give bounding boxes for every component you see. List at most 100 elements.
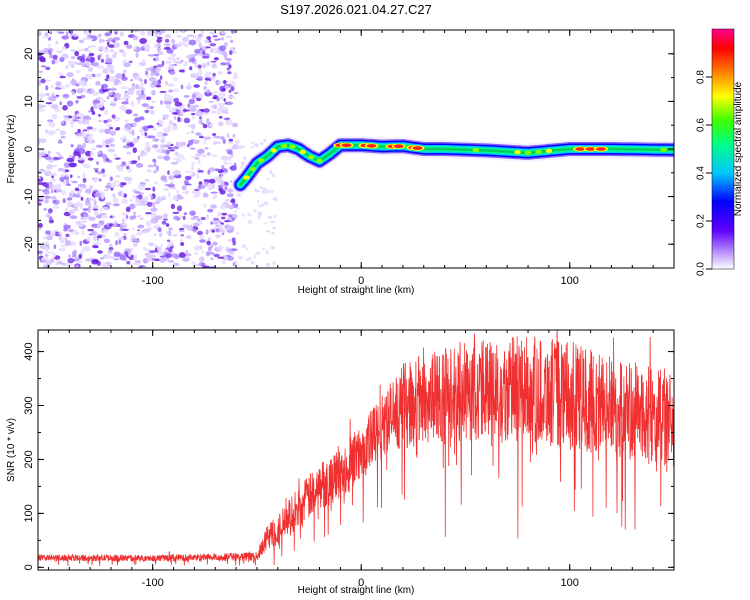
noise-speck xyxy=(139,116,145,121)
noise-speck xyxy=(189,147,196,150)
noise-speck xyxy=(85,189,89,193)
noise-speck xyxy=(107,91,114,96)
ridge-peak xyxy=(545,148,553,154)
noise-speck xyxy=(183,62,188,67)
noise-speck xyxy=(47,129,56,136)
noise-speck xyxy=(124,90,128,94)
noise-speck xyxy=(132,123,138,127)
noise-speck xyxy=(197,159,201,164)
noise-speck xyxy=(144,187,152,191)
noise-speck xyxy=(194,48,201,54)
snr-y-label: SNR (10 * v/v) xyxy=(6,418,17,482)
noise-speck xyxy=(51,59,56,65)
noise-speck xyxy=(125,214,129,219)
noise-speck xyxy=(169,64,176,68)
noise-speck xyxy=(207,169,211,175)
noise-speck xyxy=(65,83,71,88)
noise-speck xyxy=(268,293,271,297)
noise-speck xyxy=(145,96,152,101)
noise-speck xyxy=(96,103,104,109)
noise-speck xyxy=(245,277,250,281)
noise-speck xyxy=(72,230,79,235)
noise-speck xyxy=(72,155,76,159)
noise-speck xyxy=(255,252,261,255)
noise-speck xyxy=(121,101,129,105)
noise-speck xyxy=(171,112,178,115)
noise-speck xyxy=(39,244,47,250)
noise-speck xyxy=(265,230,270,233)
ridge-peak xyxy=(585,147,596,151)
spectrogram-y-label: Frequency (Hz) xyxy=(6,115,17,184)
noise-speck xyxy=(168,260,175,263)
noise-speck xyxy=(88,117,92,120)
noise-speck xyxy=(234,210,238,213)
noise-speck xyxy=(152,138,160,142)
noise-speck xyxy=(148,77,157,82)
noise-speck xyxy=(115,240,118,246)
noise-speck xyxy=(86,134,90,137)
y-tick-label: 400 xyxy=(23,342,35,360)
noise-speck xyxy=(82,216,88,220)
noise-speck xyxy=(74,50,80,57)
noise-speck xyxy=(182,215,186,221)
noise-speck xyxy=(185,85,192,90)
noise-speck xyxy=(103,189,110,192)
noise-speck xyxy=(173,58,177,64)
noise-speck xyxy=(137,194,143,200)
x-tick-label: 0 xyxy=(358,275,364,287)
noise-speck xyxy=(70,174,73,178)
noise-speck xyxy=(38,104,43,109)
noise-speck xyxy=(171,38,176,44)
noise-speck xyxy=(137,135,140,140)
noise-speck xyxy=(154,66,161,72)
noise-speck xyxy=(169,149,175,152)
ridge-peak xyxy=(341,143,352,147)
colorbar-tick-label: 0.2 xyxy=(696,214,707,228)
noise-speck xyxy=(75,100,79,104)
noise-speck xyxy=(142,43,150,48)
noise-speck xyxy=(250,146,254,149)
noise-speck xyxy=(123,69,127,75)
ridge-peak xyxy=(535,149,542,155)
colorbar: 0.0 0.2 0.4 0.6 0.8 Normalized spectral ampl… xyxy=(696,28,744,276)
noise-speck xyxy=(74,115,78,121)
noise-speck xyxy=(207,208,214,213)
noise-speck xyxy=(132,243,138,247)
noise-speck xyxy=(201,56,210,59)
noise-speck xyxy=(209,183,214,186)
noise-speck xyxy=(133,113,139,117)
noise-speck xyxy=(229,96,236,99)
noise-speck xyxy=(207,185,213,191)
noise-speck xyxy=(173,77,178,82)
noise-speck xyxy=(154,233,157,237)
noise-speck xyxy=(140,183,146,186)
noise-speck xyxy=(163,46,171,51)
noise-speck xyxy=(101,173,107,178)
noise-speck xyxy=(97,34,102,38)
noise-speck xyxy=(111,114,116,119)
noise-speck xyxy=(98,178,102,182)
colorbar-label: Normalized spectral amplitude xyxy=(733,81,744,216)
noise-speck xyxy=(71,190,75,194)
noise-speck xyxy=(142,198,146,203)
noise-speck xyxy=(76,192,80,199)
noise-speck xyxy=(124,92,130,96)
noise-speck xyxy=(174,101,183,107)
noise-speck xyxy=(205,71,212,76)
noise-speck xyxy=(190,217,198,220)
noise-speck xyxy=(167,94,172,98)
noise-speck xyxy=(101,139,106,142)
noise-speck xyxy=(220,174,223,181)
noise-speck xyxy=(219,45,227,52)
noise-speck xyxy=(188,82,192,86)
noise-speck xyxy=(232,76,239,80)
snr-series xyxy=(38,330,674,566)
noise-speck xyxy=(109,244,113,246)
noise-speck xyxy=(157,227,162,233)
noise-speck xyxy=(99,53,103,57)
noise-speck xyxy=(227,239,232,242)
noise-speck xyxy=(228,89,232,94)
noise-speck xyxy=(48,183,52,187)
